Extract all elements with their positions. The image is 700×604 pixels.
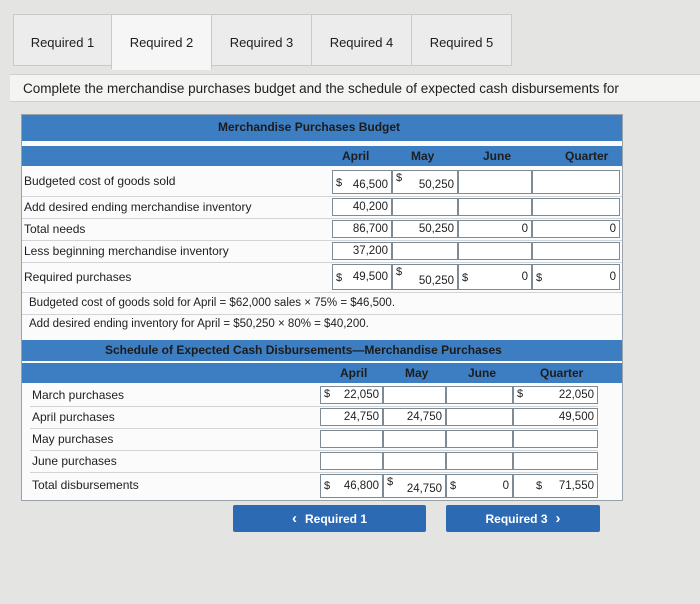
budget-april-total-needs[interactable]: 86,700 [332, 220, 392, 238]
schedule-title-bar: Schedule of Expected Cash Disbursements—… [22, 340, 622, 361]
budget-col-june: June [483, 149, 512, 163]
row-label: May purchases [32, 432, 114, 446]
schedule-quarter-may-purchases[interactable] [513, 430, 598, 448]
schedule-may-march-purchases[interactable] [383, 386, 446, 404]
schedule-april-may-purchases[interactable] [320, 430, 383, 448]
schedule-may-may-purchases[interactable] [383, 430, 446, 448]
schedule-may-total-disbursements[interactable]: $24,750 [383, 474, 446, 498]
budget-title: Merchandise Purchases Budget [218, 120, 401, 134]
budget-row: Total needs 86,700 50,250 0 0 [22, 218, 622, 241]
budget-quarter-beginning-inventory-input[interactable] [532, 242, 620, 260]
schedule-col-may: May [405, 366, 429, 380]
budget-april-ending-inventory-input[interactable]: 40,200 [332, 198, 392, 216]
note-row: Add desired ending inventory for April =… [22, 314, 622, 334]
schedule-may-june-purchases[interactable] [383, 452, 446, 470]
requirement-tabs: Required 1 Required 2 Required 3 Require… [13, 14, 512, 70]
schedule-june-may-purchases[interactable] [446, 430, 513, 448]
row-label: Required purchases [24, 270, 132, 284]
budget-april-beginning-inventory-input[interactable]: 37,200 [332, 242, 392, 260]
chevron-left-icon: ‹ [291, 510, 297, 527]
budget-col-april: April [342, 149, 370, 163]
budget-june-total-needs[interactable]: 0 [458, 220, 532, 238]
budget-april-required-purchases[interactable]: $49,500 [332, 264, 392, 290]
budget-row: Required purchases $49,500 $50,250 $0 $0 [22, 262, 622, 293]
tab-required-4[interactable]: Required 4 [311, 14, 412, 66]
chevron-right-icon: › [555, 510, 561, 527]
budget-col-quarter: Quarter [565, 149, 609, 163]
budget-june-cogs-input[interactable] [458, 170, 532, 194]
instruction-text: Complete the merchandise purchases budge… [10, 74, 700, 102]
note-cogs: Budgeted cost of goods sold for April = … [29, 297, 396, 309]
tab-required-3[interactable]: Required 3 [211, 14, 312, 66]
row-label: Add desired ending merchandise inventory [24, 200, 252, 214]
schedule-row: June purchases [30, 450, 598, 473]
schedule-col-quarter: Quarter [540, 366, 584, 380]
budget-april-cogs-input[interactable]: $46,500 [332, 170, 392, 194]
budget-quarter-ending-inventory-input[interactable] [532, 198, 620, 216]
tab-required-1[interactable]: Required 1 [13, 14, 112, 66]
budget-header-bar: April May June Quarter [22, 146, 622, 166]
schedule-title: Schedule of Expected Cash Disbursements—… [105, 343, 502, 357]
budget-june-ending-inventory-input[interactable] [458, 198, 532, 216]
next-button-label: Required 3 [485, 512, 548, 526]
row-label: Total disbursements [32, 478, 139, 492]
schedule-june-april-purchases[interactable] [446, 408, 513, 426]
schedule-june-june-purchases[interactable] [446, 452, 513, 470]
next-required-button[interactable]: Required 3 › [446, 505, 600, 532]
note-row: Budgeted cost of goods sold for April = … [22, 293, 622, 315]
schedule-june-march-purchases[interactable] [446, 386, 513, 404]
budget-quarter-required-purchases[interactable]: $0 [532, 264, 620, 290]
schedule-april-march-purchases[interactable]: $22,050 [320, 386, 383, 404]
budget-row: Budgeted cost of goods sold $46,500 $50,… [22, 168, 622, 197]
schedule-may-april-purchases[interactable]: 24,750 [383, 408, 446, 426]
budget-row: Add desired ending merchandise inventory… [22, 196, 622, 219]
row-label: Less beginning merchandise inventory [24, 244, 229, 258]
row-label: Total needs [24, 222, 86, 236]
tab-required-5[interactable]: Required 5 [411, 14, 512, 66]
schedule-quarter-june-purchases[interactable] [513, 452, 598, 470]
prev-required-button[interactable]: ‹ Required 1 [233, 505, 426, 532]
budget-may-ending-inventory-input[interactable] [392, 198, 458, 216]
row-label: April purchases [32, 410, 115, 424]
budget-may-beginning-inventory-input[interactable] [392, 242, 458, 260]
schedule-quarter-march-purchases[interactable]: $22,050 [513, 386, 598, 404]
budget-quarter-total-needs[interactable]: 0 [532, 220, 620, 238]
budget-may-total-needs[interactable]: 50,250 [392, 220, 458, 238]
row-label: March purchases [32, 388, 125, 402]
budget-may-required-purchases[interactable]: $50,250 [392, 264, 458, 290]
row-label: Budgeted cost of goods sold [24, 174, 176, 188]
schedule-june-total-disbursements[interactable]: $0 [446, 474, 513, 498]
budget-col-may: May [411, 149, 435, 163]
budget-title-bar: Merchandise Purchases Budget [22, 115, 622, 141]
row-label: June purchases [32, 454, 117, 468]
schedule-row: May purchases [30, 428, 598, 451]
schedule-april-june-purchases[interactable] [320, 452, 383, 470]
schedule-row: April purchases 24,750 24,750 49,500 [30, 406, 598, 429]
budget-row: Less beginning merchandise inventory 37,… [22, 240, 622, 263]
budget-panel: Merchandise Purchases Budget April May J… [21, 114, 623, 501]
schedule-april-total-disbursements[interactable]: $46,800 [320, 474, 383, 498]
schedule-row: Total disbursements $46,800 $24,750 $0 $… [30, 472, 598, 500]
schedule-row: March purchases $22,050 $22,050 [30, 384, 598, 407]
schedule-col-june: June [468, 366, 497, 380]
note-ending-inventory: Add desired ending inventory for April =… [29, 318, 369, 330]
schedule-quarter-total-disbursements[interactable]: $71,550 [513, 474, 598, 498]
schedule-col-april: April [340, 366, 368, 380]
tab-required-2[interactable]: Required 2 [111, 14, 212, 70]
budget-june-required-purchases[interactable]: $0 [458, 264, 532, 290]
budget-june-beginning-inventory-input[interactable] [458, 242, 532, 260]
schedule-header-bar: April May June Quarter [22, 363, 622, 383]
budget-quarter-cogs-input[interactable] [532, 170, 620, 194]
schedule-april-april-purchases[interactable]: 24,750 [320, 408, 383, 426]
budget-may-cogs-input[interactable]: $50,250 [392, 170, 458, 194]
prev-button-label: Required 1 [304, 512, 367, 526]
schedule-quarter-april-purchases[interactable]: 49,500 [513, 408, 598, 426]
